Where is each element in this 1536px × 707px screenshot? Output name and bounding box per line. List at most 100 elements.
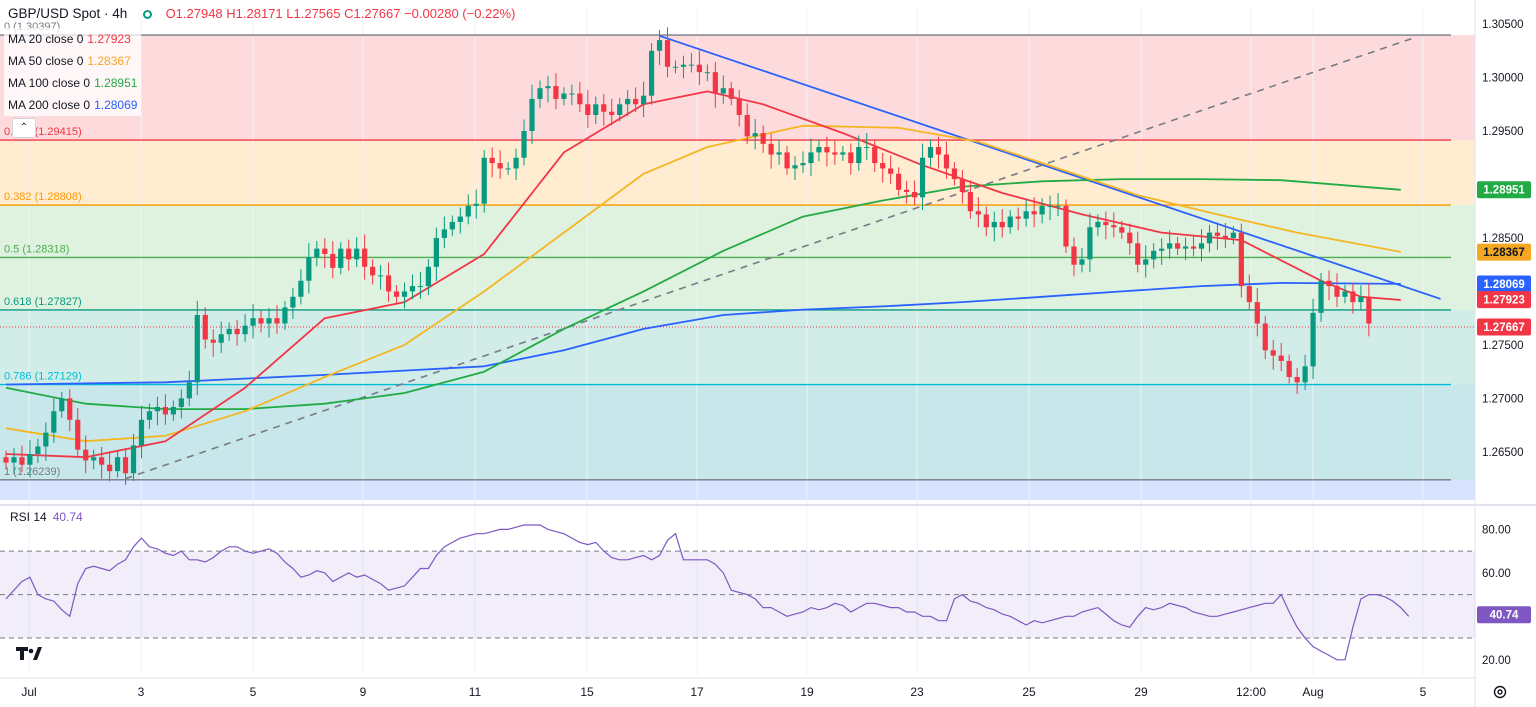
candle-body [1135,243,1141,265]
trendline-solid [659,34,1441,300]
price-tick-label: 1.30500 [1482,19,1524,31]
tradingview-logo-icon[interactable] [16,644,42,664]
symbol-title[interactable]: GBP/USD Spot · 4h [8,6,128,21]
candle [967,180,973,219]
candle-body [1326,280,1332,287]
candle-body [170,406,176,415]
candle [1031,197,1037,228]
candle-body [1342,291,1348,297]
candle [816,139,822,162]
candle-body [282,307,288,324]
candle [354,237,360,268]
candle [107,451,113,482]
candle-body [417,286,424,288]
candle-body [1254,302,1260,324]
candle [51,398,57,443]
candle [935,136,942,169]
fib-label-0-618: 0.618 (1.27827) [4,296,82,308]
candle-body [967,191,973,212]
candle [218,321,224,354]
candle [808,138,814,176]
candle-body [1167,243,1173,249]
axis-price-badge: 1.28069 [1477,275,1531,293]
candle [385,262,392,302]
legend-ma200[interactable]: MA 200 close 0 1.28069 [4,94,142,116]
candle [904,180,910,204]
candle-body [880,163,886,169]
candle-body [114,457,121,472]
candle-body [1350,291,1356,303]
legend-collapse-button[interactable]: ⌃ [12,118,36,138]
candle-body [107,464,113,472]
candle-body [306,257,312,281]
candle-body [59,398,65,412]
candle [824,136,830,167]
time-tick-label: 23 [910,685,924,699]
candle [473,189,479,219]
candle [664,27,671,78]
candle [672,60,679,74]
legend-ma50[interactable]: MA 50 close 0 1.28367 [4,50,142,72]
candle-body [872,147,878,164]
trendline-dashed [125,36,1417,480]
axis-price-badge: 40.74 [1477,606,1531,624]
candle [896,167,902,197]
candle-body [19,457,25,465]
candle-body [1334,286,1340,297]
ma50-line [5,124,1401,443]
candle-body [3,457,9,463]
candle [1334,273,1340,308]
candle-body [449,221,455,230]
legend-ma100[interactable]: MA 100 close 0 1.28951 [4,72,142,94]
candle [178,389,184,419]
candle-body [864,147,870,149]
candle [130,433,137,481]
candle-body [521,131,527,158]
axis-price-badge: 1.27667 [1477,318,1531,336]
candle-body [35,446,41,455]
gear-icon[interactable] [1492,684,1508,700]
candle [1342,285,1348,304]
candle-body [67,398,73,420]
candle [1071,237,1077,277]
axis-badge-bg [1477,275,1531,293]
candle-body [1238,232,1244,287]
time-tick-label: 15 [580,685,594,699]
candle-body [553,86,559,99]
fib-band [0,384,1475,480]
candle [840,145,846,161]
candle-body [585,104,591,115]
candle-body [1174,243,1181,249]
candle-body [1071,246,1077,265]
candle [864,132,870,160]
candle [1159,238,1165,265]
candle [497,150,503,179]
price-tick-label: 1.30000 [1482,73,1524,85]
candle [1119,220,1125,240]
candle [67,389,73,432]
candle [11,448,17,475]
candle-body [346,248,352,260]
candle [409,274,416,300]
candle-body [569,93,575,95]
candle [19,445,25,473]
candle [513,148,519,180]
candle [800,151,806,173]
candle [338,242,344,275]
rsi-legend[interactable]: RSI 14 40.74 [10,510,83,524]
candle-body [904,189,910,192]
candle [1007,210,1013,234]
candle [1095,214,1101,237]
candle-body [1047,205,1053,207]
time-tick-label: 3 [138,685,145,699]
candle [561,87,567,106]
candle [505,162,511,175]
candle [314,240,320,267]
rsi-tick-label: 80.00 [1482,524,1511,536]
legend-ma20[interactable]: MA 20 close 0 1.27923 [4,28,142,50]
axis-badge-text: 1.27923 [1483,295,1525,307]
axis-badge-bg [1477,243,1531,261]
candle-body [975,211,981,215]
candle-body [242,325,248,335]
